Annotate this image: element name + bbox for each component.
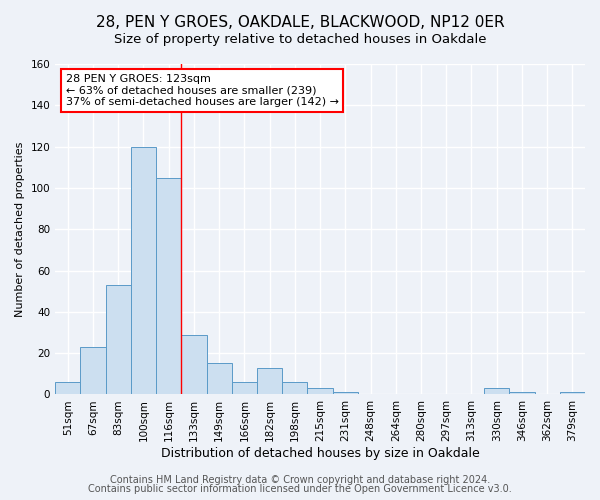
Bar bbox=[282, 382, 307, 394]
Bar bbox=[131, 146, 156, 394]
Bar bbox=[560, 392, 585, 394]
Bar bbox=[332, 392, 358, 394]
Bar bbox=[509, 392, 535, 394]
Bar bbox=[55, 382, 80, 394]
Text: Contains public sector information licensed under the Open Government Licence v3: Contains public sector information licen… bbox=[88, 484, 512, 494]
Bar bbox=[232, 382, 257, 394]
Bar bbox=[484, 388, 509, 394]
X-axis label: Distribution of detached houses by size in Oakdale: Distribution of detached houses by size … bbox=[161, 447, 479, 460]
Y-axis label: Number of detached properties: Number of detached properties bbox=[15, 142, 25, 317]
Bar bbox=[156, 178, 181, 394]
Text: Size of property relative to detached houses in Oakdale: Size of property relative to detached ho… bbox=[114, 32, 486, 46]
Bar bbox=[206, 364, 232, 394]
Bar bbox=[307, 388, 332, 394]
Bar bbox=[181, 334, 206, 394]
Text: 28 PEN Y GROES: 123sqm
← 63% of detached houses are smaller (239)
37% of semi-de: 28 PEN Y GROES: 123sqm ← 63% of detached… bbox=[66, 74, 339, 107]
Text: Contains HM Land Registry data © Crown copyright and database right 2024.: Contains HM Land Registry data © Crown c… bbox=[110, 475, 490, 485]
Bar bbox=[106, 285, 131, 395]
Bar bbox=[257, 368, 282, 394]
Text: 28, PEN Y GROES, OAKDALE, BLACKWOOD, NP12 0ER: 28, PEN Y GROES, OAKDALE, BLACKWOOD, NP1… bbox=[95, 15, 505, 30]
Bar bbox=[80, 347, 106, 395]
